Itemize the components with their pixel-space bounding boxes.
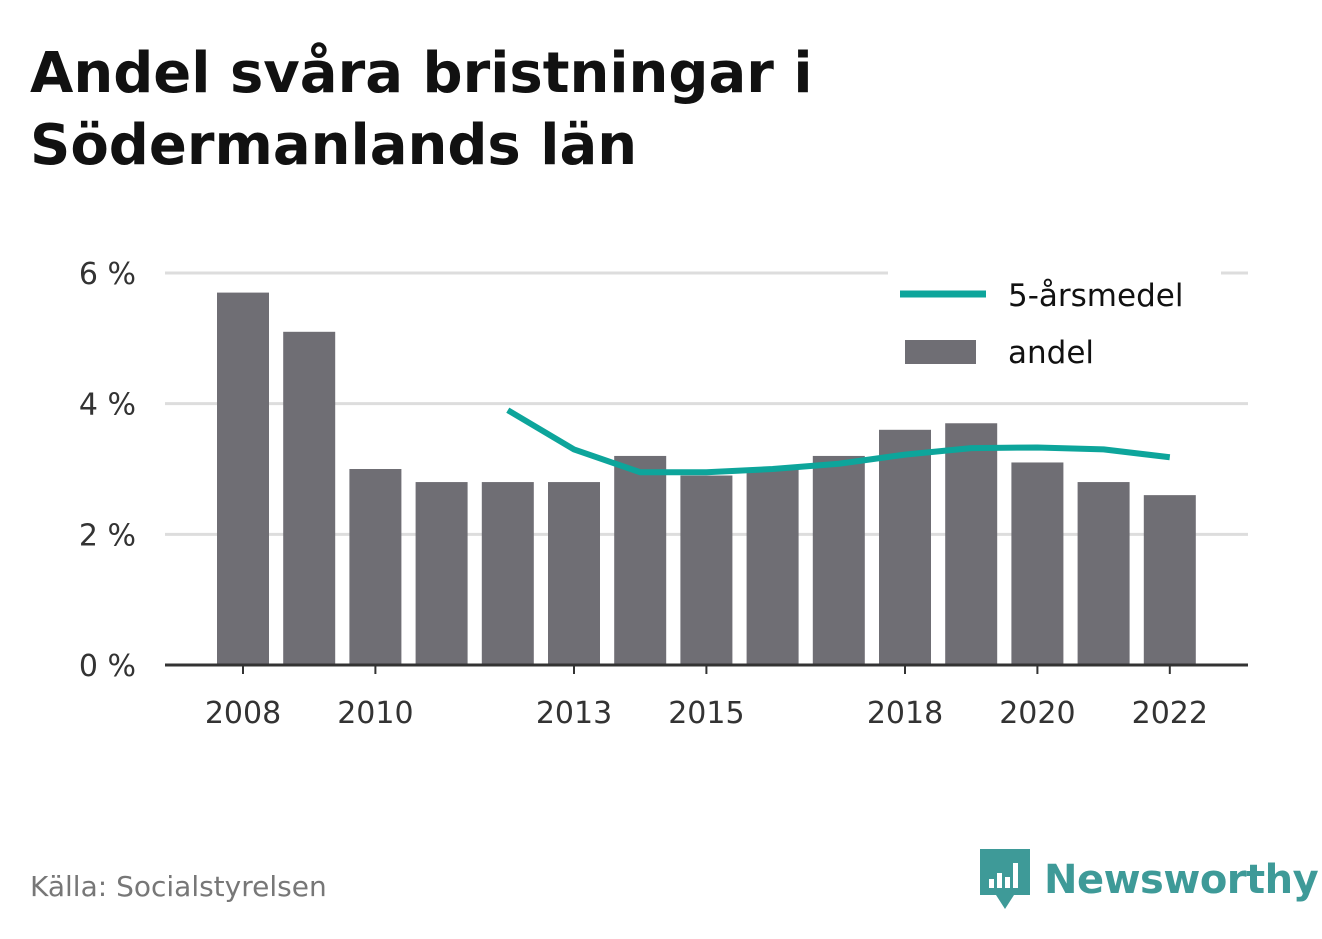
grid-lines: 0 % 2 % 4 % 6 % [79, 257, 1248, 684]
x-tick-label: 2013 [536, 696, 612, 731]
bar [614, 455, 667, 665]
x-tick-label: 2018 [867, 696, 943, 731]
legend-label-bar: andel [1008, 335, 1094, 371]
bar [217, 292, 269, 665]
brand-logo: Newsworthy [980, 845, 1319, 915]
bar [812, 455, 865, 665]
line-series [506, 407, 1171, 476]
y-tick-label: 0 % [79, 649, 136, 684]
x-axis: 2008 2010 2013 2015 2018 2020 2022 [165, 663, 1248, 731]
chart-title: Andel svåra bristningar i Södermanlands … [30, 41, 813, 178]
x-tick-label: 2020 [999, 696, 1075, 731]
bar [680, 475, 733, 665]
bar [349, 469, 402, 665]
y-tick-label: 6 % [79, 257, 136, 292]
bar [1077, 482, 1130, 665]
y-tick-label: 4 % [79, 388, 136, 423]
legend: 5-årsmedel andel [888, 268, 1221, 378]
chart: 0 % 2 % 4 % 6 % 2008 2010 2013 2015 2018 2020 202… [79, 257, 1248, 731]
bar [548, 482, 600, 665]
bar [415, 482, 468, 665]
x-tick-label: 2022 [1132, 696, 1208, 731]
bar [746, 469, 799, 665]
bar [1143, 495, 1196, 665]
line-5-arsmedel [506, 407, 1171, 476]
newsworthy-logo-icon [980, 849, 1030, 909]
bar [1011, 462, 1064, 665]
y-tick-label: 2 % [79, 518, 136, 553]
legend-bar-swatch [905, 340, 976, 364]
x-tick-label: 2010 [337, 696, 413, 731]
legend-label-line: 5-årsmedel [1008, 278, 1183, 314]
x-tick-label: 2015 [668, 696, 744, 731]
bar [481, 482, 534, 665]
bar [945, 423, 998, 665]
bar [879, 429, 931, 665]
bars [217, 292, 1196, 665]
brand-name: Newsworthy [1044, 857, 1319, 903]
source-note: Källa: Socialstyrelsen [30, 870, 327, 903]
x-tick-label: 2008 [205, 696, 281, 731]
bar [283, 331, 336, 665]
